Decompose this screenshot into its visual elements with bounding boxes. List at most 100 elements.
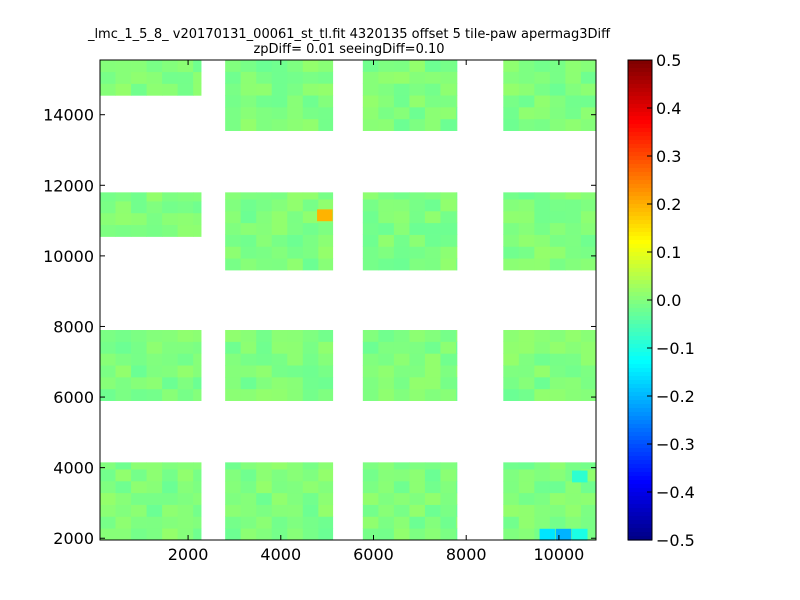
heatmap-cell	[440, 95, 457, 108]
heatmap-cell	[440, 246, 457, 259]
heatmap-region	[503, 330, 597, 401]
heatmap-cell	[225, 210, 242, 224]
heatmap-cell	[393, 83, 410, 96]
colorbar-band	[628, 404, 652, 409]
heatmap-cell	[565, 118, 582, 131]
colorbar-band	[628, 124, 652, 129]
colorbar-band	[628, 480, 652, 485]
heatmap-cell	[177, 388, 194, 401]
heatmap-cell	[503, 246, 520, 259]
colorbar-band	[628, 376, 652, 381]
heatmap-cell	[456, 480, 458, 494]
heatmap-cell	[100, 212, 116, 226]
heatmap-cell	[318, 95, 334, 108]
heatmap-cell	[256, 60, 273, 72]
heatmap-cell	[565, 192, 582, 200]
heatmap-cell	[503, 330, 520, 342]
heatmap-cell	[271, 246, 288, 259]
heatmap-cell	[362, 504, 379, 517]
heatmap-cell	[100, 504, 116, 517]
heatmap-cell	[177, 212, 194, 226]
heatmap-cell	[362, 234, 379, 247]
heatmap-cell	[271, 469, 288, 482]
colorbar-band	[628, 208, 652, 213]
heatmap-cell	[131, 504, 147, 517]
heatmap-cell	[440, 118, 457, 131]
heatmap-cell	[193, 71, 202, 84]
heatmap-cell	[177, 341, 194, 354]
y-tick-label: 12000	[43, 176, 94, 195]
heatmap-cell	[162, 341, 179, 354]
heatmap-cell	[456, 353, 458, 366]
heatmap-cell	[409, 210, 426, 224]
heatmap-cell	[131, 71, 147, 84]
heatmap-cell	[362, 341, 379, 354]
heatmap-cell	[362, 106, 379, 120]
heatmap-cell	[287, 118, 304, 131]
heatmap-cell	[409, 234, 426, 247]
heatmap-cell	[565, 258, 582, 271]
heatmap-cell	[378, 353, 395, 366]
heatmap-cell	[565, 210, 582, 224]
heatmap-cell	[271, 60, 288, 72]
colorbar-band	[628, 368, 652, 373]
heatmap-cell	[456, 516, 458, 529]
heatmap-cell	[146, 83, 163, 96]
heatmap-cell	[362, 118, 379, 131]
heatmap-cell	[362, 469, 379, 482]
colorbar-band	[628, 112, 652, 117]
heatmap-cell	[409, 388, 426, 401]
colorbar-band	[628, 456, 652, 461]
heatmap-cell	[271, 210, 288, 224]
colorbar-band	[628, 144, 652, 149]
heatmap-cell	[240, 376, 257, 390]
heatmap-cell	[115, 83, 132, 96]
heatmap-cell	[362, 480, 379, 494]
heatmap-cell	[409, 71, 426, 84]
heatmap-cell	[240, 60, 257, 72]
heatmap-cell	[131, 330, 147, 342]
heatmap-cell	[162, 353, 179, 366]
heatmap-cell	[225, 528, 242, 541]
heatmap-cell	[362, 199, 379, 212]
heatmap-cell	[549, 222, 566, 235]
heatmap-region	[503, 192, 597, 271]
heatmap-cell	[193, 201, 202, 214]
colorbar-band	[628, 496, 652, 501]
heatmap-cell	[318, 118, 334, 131]
heatmap-region	[100, 192, 202, 237]
heatmap-cell	[503, 222, 520, 235]
heatmap-cell	[378, 106, 395, 120]
heatmap-cell	[115, 71, 132, 84]
heatmap-cell	[580, 353, 597, 366]
heatmap-cell	[162, 83, 179, 96]
heatmap-cell	[534, 71, 551, 84]
heatmap-cell	[287, 330, 304, 342]
heatmap-cell	[256, 365, 273, 378]
heatmap-cell	[534, 341, 551, 354]
heatmap-cell	[580, 516, 597, 529]
heatmap-cell	[518, 71, 535, 84]
colorbar-band	[628, 444, 652, 449]
heatmap-cell	[456, 83, 458, 96]
heatmap-cell	[287, 222, 304, 235]
heatmap-cell	[271, 504, 288, 517]
heatmap-cell	[131, 528, 147, 541]
heatmap-cell	[318, 106, 334, 120]
heatmap-cell	[271, 106, 288, 120]
chart-title: _lmc_1_5_8_ v20170131_00061_st_tl.fit 43…	[87, 27, 611, 42]
heatmap-cell	[549, 83, 566, 96]
x-tick-label: 10000	[533, 545, 584, 564]
heatmap-cell	[424, 106, 441, 120]
heatmap-cell	[193, 192, 202, 202]
heatmap-cell	[302, 528, 319, 541]
heatmap-cell	[131, 388, 147, 401]
plot-frame	[99, 59, 597, 541]
heatmap-cell	[302, 388, 319, 401]
heatmap-cell	[302, 353, 319, 366]
heatmap-cell	[302, 330, 319, 342]
heatmap-cell	[271, 376, 288, 390]
heatmap-cell	[424, 210, 441, 224]
x-axis: 2000 4000 6000 8000 10000	[168, 60, 584, 564]
colorbar-band	[628, 92, 652, 97]
